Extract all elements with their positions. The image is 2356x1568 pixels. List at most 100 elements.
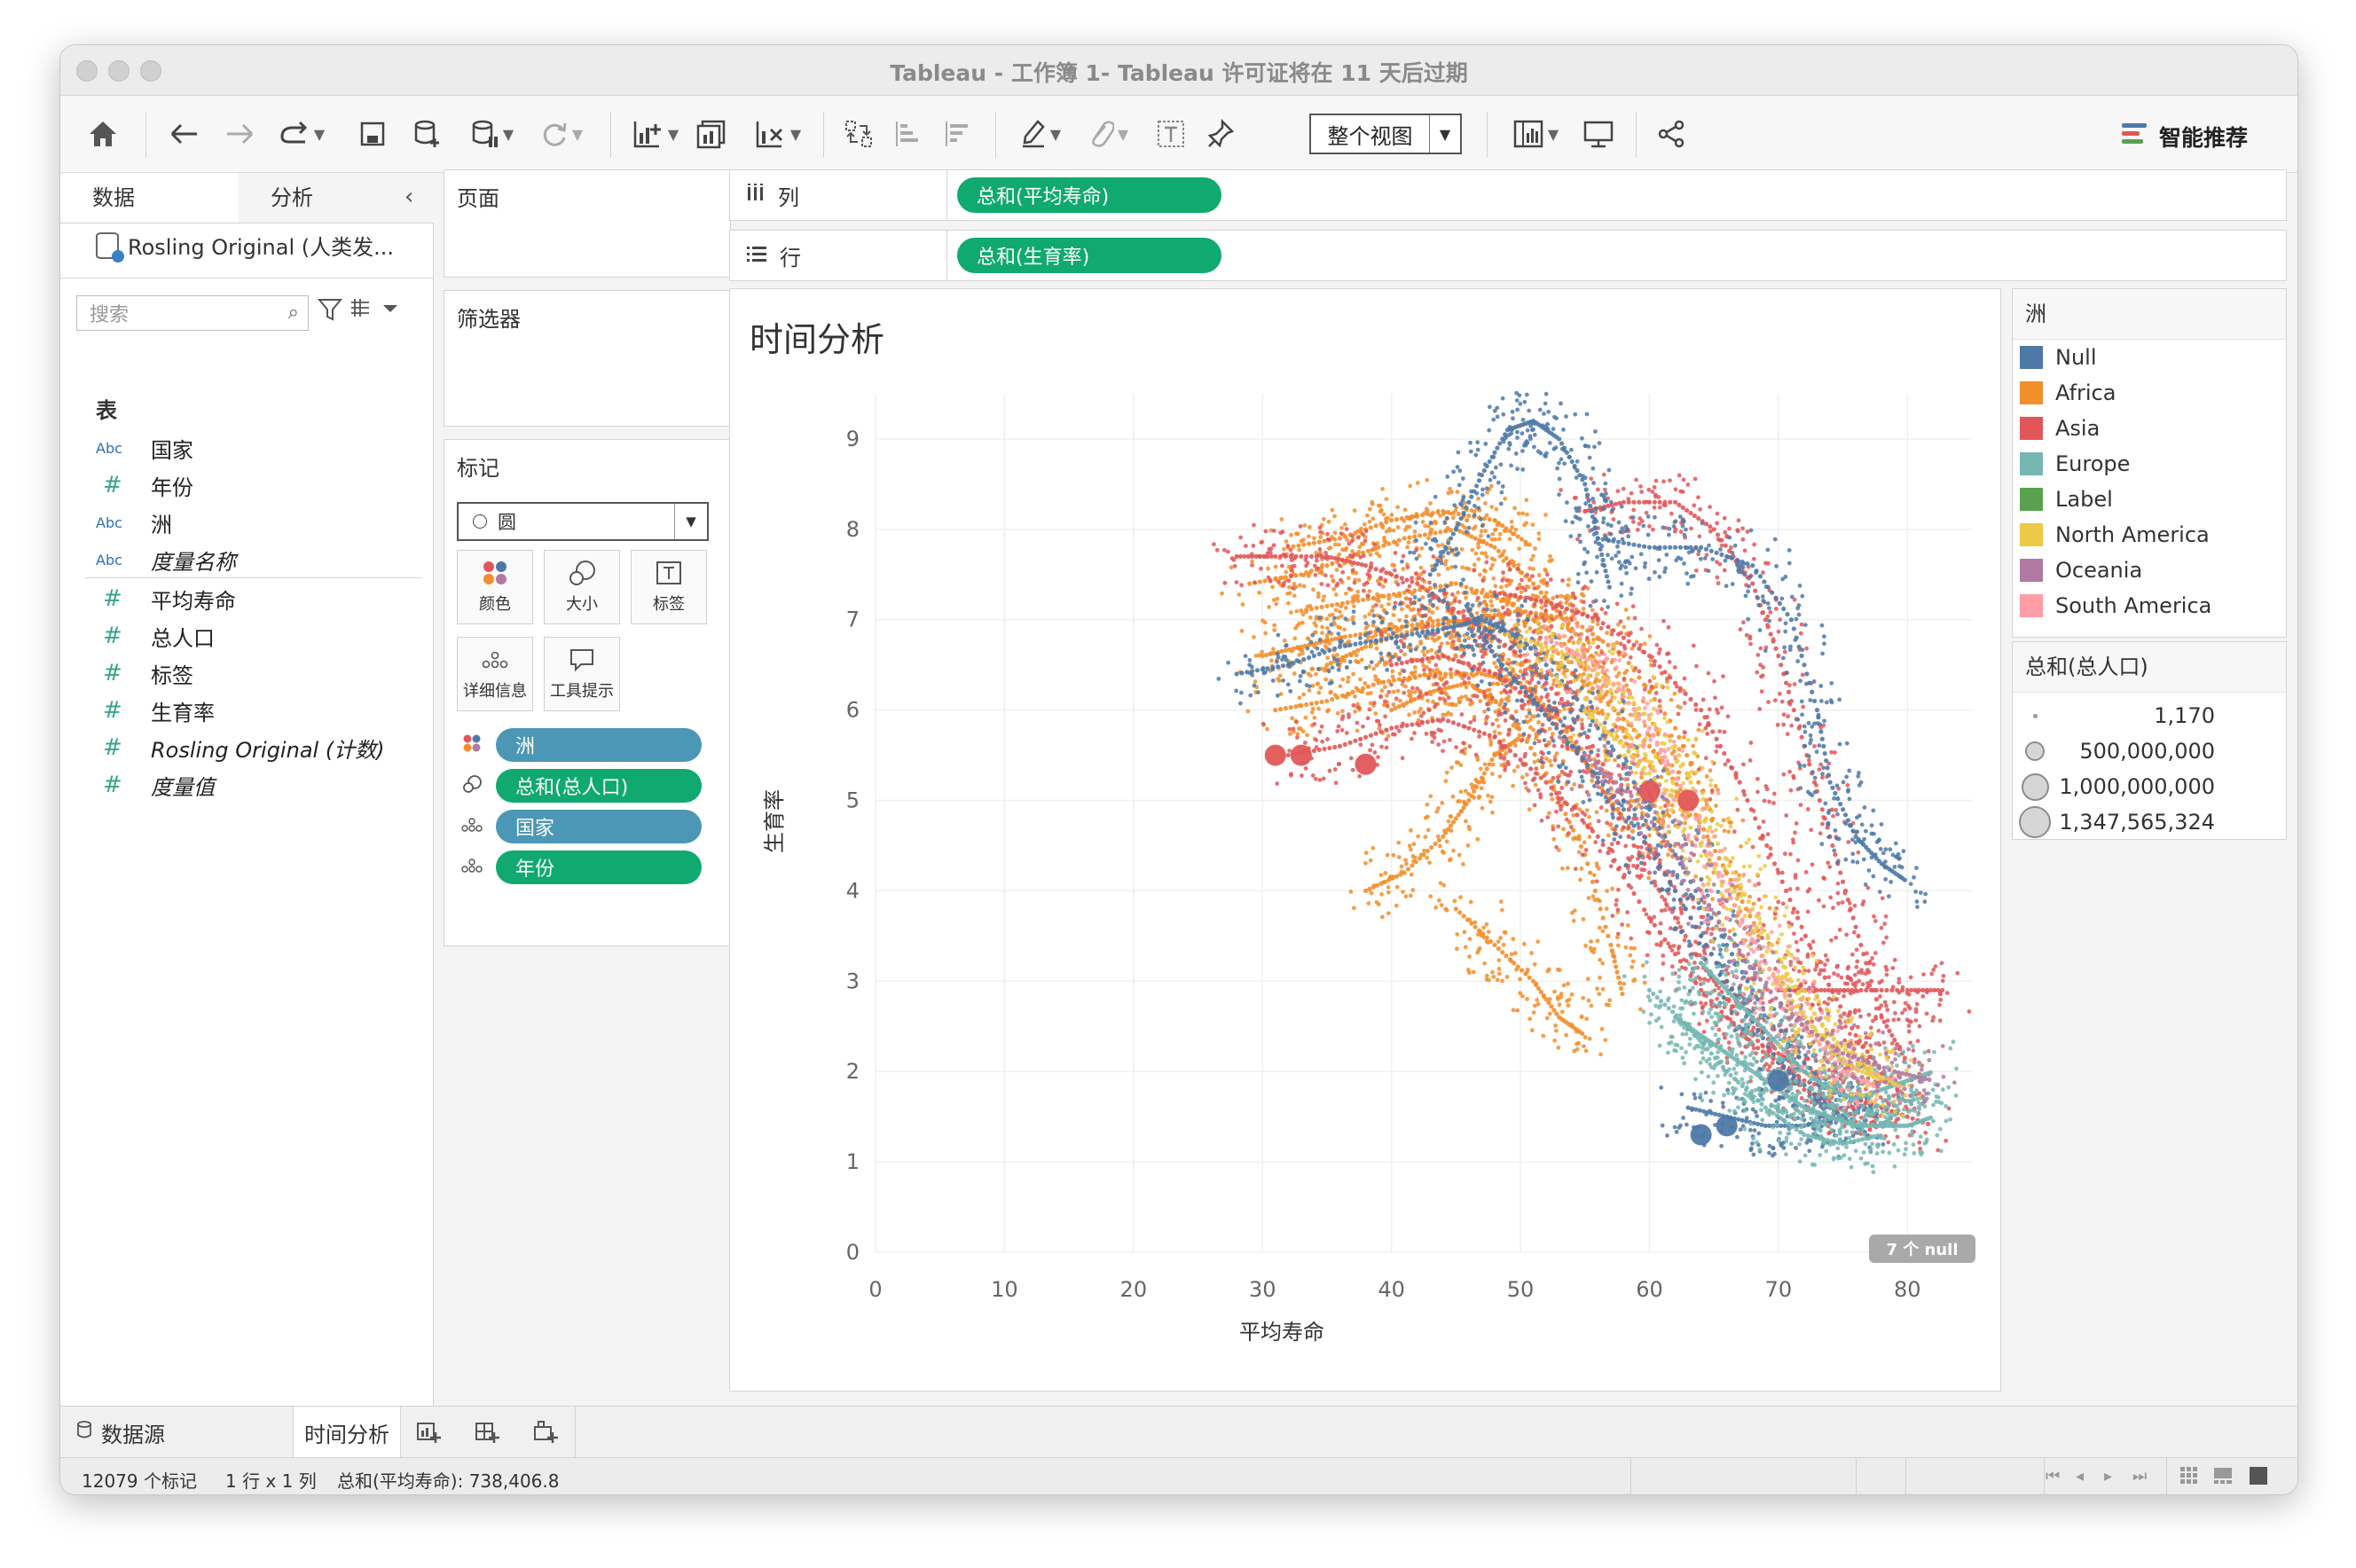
close-window-button[interactable] [76, 60, 98, 82]
share-icon[interactable] [1652, 115, 1691, 153]
data-point [1365, 513, 1370, 518]
data-point [1410, 722, 1415, 727]
data-point [1511, 1007, 1516, 1013]
filters-shelf[interactable]: 筛选器 [444, 290, 731, 427]
data-point [1615, 943, 1621, 948]
data-point [1806, 757, 1811, 763]
fertility-row-pill[interactable]: 总和(生育率) [957, 238, 1221, 273]
sort-desc-icon[interactable] [938, 115, 978, 153]
field-population[interactable]: # 总人口 [96, 618, 215, 654]
data-point [1590, 894, 1596, 899]
minimize-window-button[interactable] [108, 60, 130, 82]
data-point [1308, 553, 1315, 560]
show-cards-icon[interactable]: ▼ [1504, 115, 1567, 153]
color-button[interactable]: 颜色 [457, 550, 533, 624]
data-point [1384, 745, 1389, 750]
data-point [1363, 851, 1369, 856]
label-button[interactable]: 标签 [631, 550, 707, 624]
data-point [1367, 612, 1372, 616]
viz-area[interactable]: 时间分析 0 10 20 30 40 50 60 70 80 0 1 2 3 4 5 6 7 8 9 平均寿命 生育率 … [729, 288, 2001, 1392]
field-measure-values[interactable]: # 度量值 [96, 767, 215, 803]
group-icon[interactable]: ▼ [1077, 115, 1139, 153]
data-point [1417, 723, 1422, 728]
rows-shelf[interactable]: 行 总和(生育率) [729, 230, 2287, 281]
home-icon[interactable] [83, 115, 122, 153]
field-country[interactable]: Abc 国家 [96, 430, 193, 466]
datasource-item[interactable]: Rosling Original (人类发... [96, 230, 394, 263]
data-point [1373, 567, 1378, 572]
mark-type-select[interactable]: 圆 ▼ [457, 502, 709, 541]
pause-updates-icon[interactable]: ▼ [461, 115, 523, 153]
new-datasource-icon[interactable] [408, 115, 447, 153]
mark-pill-row-detail-year: 年份 [457, 850, 702, 885]
year-detail-pill[interactable]: 年份 [496, 851, 702, 884]
data-point [1672, 499, 1678, 505]
smart-recommend-button[interactable]: 智能推荐 [2121, 121, 2248, 153]
tab-analysis[interactable]: 分析 [239, 173, 465, 223]
refresh-icon[interactable]: ▼ [530, 115, 593, 153]
data-point [1472, 562, 1477, 568]
data-point [1410, 686, 1415, 691]
data-point [1600, 621, 1606, 626]
columns-shelf[interactable]: 列 总和(平均寿命) [729, 169, 2287, 221]
continent-color-pill[interactable]: 洲 [496, 728, 702, 762]
life-expectancy-column-pill[interactable]: 总和(平均寿命) [957, 177, 1221, 213]
worksheet-title[interactable]: 时间分析 [750, 320, 885, 359]
data-point [1640, 699, 1645, 704]
clear-icon[interactable]: ▼ [747, 115, 809, 153]
tab-data[interactable]: 数据 [60, 173, 271, 223]
pages-shelf[interactable]: 页面 [444, 169, 731, 278]
country-detail-pill[interactable]: 国家 [496, 810, 702, 843]
collapse-pane-icon[interactable]: ‹ [404, 184, 414, 210]
search-input[interactable]: 搜索 ⌕ [76, 295, 309, 331]
data-point [1297, 652, 1302, 657]
data-point [1596, 487, 1600, 492]
field-record-count[interactable]: # Rosling Original (计数) [96, 730, 385, 765]
undo-icon[interactable] [165, 115, 204, 153]
size-button[interactable]: 大小 [544, 550, 620, 624]
data-point [1535, 998, 1540, 1002]
redo-icon[interactable] [220, 115, 259, 153]
field-measure-names[interactable]: Abc 度量名称 [96, 542, 236, 577]
divider [85, 577, 422, 578]
population-size-pill[interactable]: 总和(总人口) [496, 769, 702, 803]
save-icon[interactable] [353, 115, 392, 153]
data-point [1838, 1004, 1843, 1009]
mark-pill-row-size: 总和(总人口) [457, 768, 702, 804]
data-point [1587, 814, 1591, 819]
presentation-icon[interactable] [1579, 115, 1618, 153]
highlight-icon[interactable]: ▼ [1009, 115, 1072, 153]
data-point [1418, 641, 1424, 647]
data-point [1371, 666, 1377, 671]
data-point [1417, 576, 1422, 581]
field-year[interactable]: # 年份 [96, 467, 193, 503]
replay-icon[interactable]: ▼ [273, 115, 330, 153]
field-label[interactable]: # 标签 [96, 655, 193, 691]
data-point [1771, 861, 1778, 866]
sort-asc-icon[interactable] [889, 115, 928, 153]
data-point [1378, 507, 1384, 513]
label-icon[interactable] [1151, 115, 1190, 153]
data-point [1259, 540, 1264, 545]
data-point [1559, 1009, 1565, 1015]
view-list-icon[interactable] [349, 297, 397, 325]
field-continent[interactable]: Abc 洲 [96, 505, 172, 540]
swap-icon[interactable] [839, 115, 878, 153]
field-fertility[interactable]: # 生育率 [96, 693, 215, 728]
filter-icon[interactable] [317, 297, 343, 328]
field-life-expectancy[interactable]: # 平均寿命 [96, 581, 236, 616]
data-point [1424, 691, 1429, 696]
data-point [1564, 817, 1569, 822]
data-point [1595, 752, 1600, 758]
detail-button[interactable]: 详细信息 [457, 637, 533, 711]
zoom-window-button[interactable] [140, 60, 161, 82]
new-worksheet-icon[interactable]: ▼ [624, 115, 687, 153]
pin-icon[interactable] [1201, 115, 1240, 153]
tooltip-button[interactable]: 工具提示 [544, 637, 620, 711]
view-size-select[interactable]: 整个视图 ▼ [1309, 114, 1462, 154]
data-point [1506, 762, 1511, 767]
data-point [1333, 636, 1339, 641]
data-point [1799, 734, 1804, 740]
duplicate-icon[interactable] [692, 115, 731, 153]
